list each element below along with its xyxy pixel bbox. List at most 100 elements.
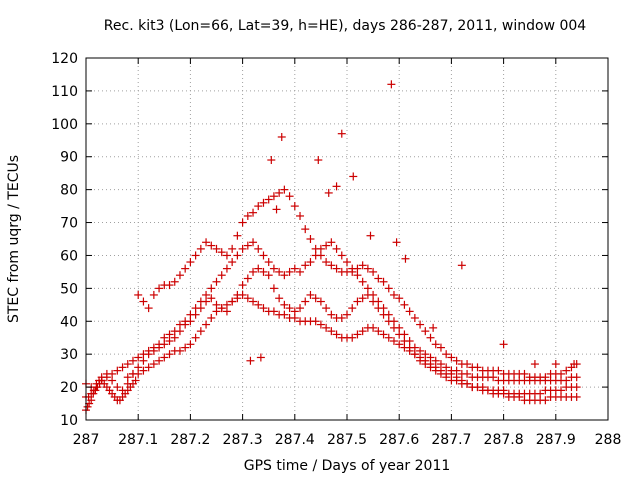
data-point (327, 310, 336, 319)
x-tick-label: 287.8 (484, 432, 524, 448)
data-point (384, 310, 393, 319)
data-point (520, 369, 529, 378)
data-point (155, 284, 164, 293)
data-point (337, 251, 346, 260)
data-point (269, 264, 278, 273)
data-point (366, 231, 375, 240)
data-point (186, 258, 195, 267)
data-point (358, 327, 367, 336)
data-point (395, 294, 404, 303)
data-point (405, 337, 414, 346)
data-point (249, 267, 258, 276)
data-point (202, 290, 211, 299)
data-point (410, 343, 419, 352)
data-point (280, 271, 289, 280)
data-point (296, 211, 305, 220)
data-point (572, 392, 581, 401)
data-point (332, 182, 341, 191)
data-point (322, 323, 331, 332)
data-point (113, 366, 122, 375)
data-point (118, 386, 127, 395)
data-point (327, 261, 336, 270)
data-point (374, 327, 383, 336)
data-point (306, 290, 315, 299)
data-point (311, 317, 320, 326)
data-point (389, 337, 398, 346)
data-point (290, 202, 299, 211)
data-point (426, 363, 435, 372)
data-point (118, 363, 127, 372)
data-point (181, 343, 190, 352)
data-point (463, 379, 472, 388)
data-point (212, 277, 221, 286)
data-point (155, 340, 164, 349)
data-point (353, 330, 362, 339)
data-point (131, 376, 140, 385)
data-point (269, 307, 278, 316)
data-point (387, 80, 396, 89)
data-point (416, 346, 425, 355)
data-point (416, 356, 425, 365)
data-point (249, 297, 258, 306)
data-point (144, 346, 153, 355)
data-point (431, 356, 440, 365)
data-point (264, 271, 273, 280)
data-point (363, 264, 372, 273)
chart-title: Rec. kit3 (Lon=66, Lat=39, h=HE), days 2… (104, 18, 587, 34)
x-tick-label: 287.2 (170, 432, 210, 448)
data-point (181, 264, 190, 273)
data-point (128, 356, 137, 365)
data-point (324, 188, 333, 197)
y-tick-label: 90 (60, 150, 78, 166)
data-point (269, 192, 278, 201)
data-point (123, 360, 132, 369)
x-axis-label: GPS time / Days of year 2011 (244, 458, 451, 474)
data-point (392, 238, 401, 247)
data-point (389, 317, 398, 326)
data-point (316, 320, 325, 329)
data-point (557, 386, 566, 395)
data-point (243, 211, 252, 220)
data-point (170, 327, 179, 336)
data-point (327, 327, 336, 336)
data-point (416, 320, 425, 329)
data-point (369, 290, 378, 299)
data-point (149, 290, 158, 299)
data-point (97, 376, 106, 385)
data-point (316, 297, 325, 306)
data-point (191, 333, 200, 342)
x-tick-label: 287.7 (431, 432, 471, 448)
y-tick-label: 40 (60, 314, 78, 330)
data-point (238, 218, 247, 227)
data-point (275, 188, 284, 197)
y-axis: 10 20 30 40 50 60 70 80 90 100 110 120 (51, 51, 608, 429)
data-point (478, 383, 487, 392)
data-point (123, 373, 132, 382)
data-point (170, 277, 179, 286)
data-point (374, 274, 383, 283)
data-point (139, 366, 148, 375)
data-point (572, 373, 581, 382)
data-point (165, 330, 174, 339)
data-point (249, 208, 258, 217)
data-point (160, 353, 169, 362)
data-point (256, 353, 265, 362)
data-point (452, 366, 461, 375)
data-point (290, 307, 299, 316)
data-point (374, 297, 383, 306)
x-tick-label: 287.1 (118, 432, 158, 448)
data-point (332, 244, 341, 253)
data-point (249, 238, 258, 247)
data-point (337, 129, 346, 138)
data-point (217, 304, 226, 313)
data-point (363, 284, 372, 293)
data-points (82, 80, 581, 415)
data-point (238, 244, 247, 253)
data-point (246, 356, 255, 365)
data-point (202, 320, 211, 329)
data-point (196, 327, 205, 336)
data-point (186, 310, 195, 319)
data-point (280, 185, 289, 194)
data-point (332, 264, 341, 273)
x-tick-label: 287 (73, 432, 100, 448)
